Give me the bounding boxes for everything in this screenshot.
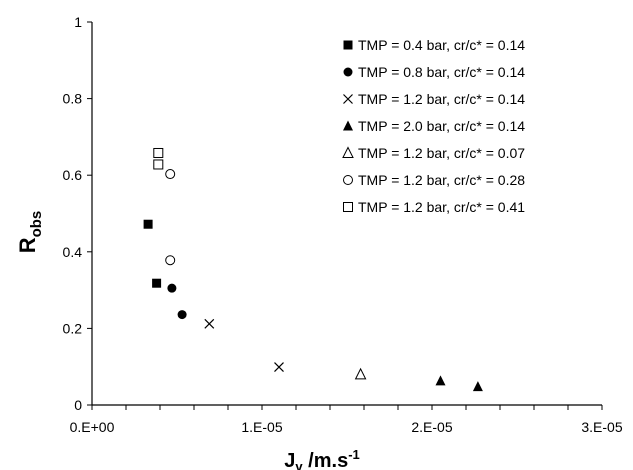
y-tick-label: 0.6 xyxy=(63,167,83,183)
y-axis-title-sub: obs xyxy=(28,211,45,238)
legend-marker-7 xyxy=(343,202,353,212)
chart-ticks: 0 0.2 0.4 0.6 0.8 1 0.E+00 1.E-05 2.E-05 3.E-05 xyxy=(63,14,623,435)
data-point-s4-p2 xyxy=(472,381,483,392)
data-point-s2-p2 xyxy=(177,310,187,320)
y-tick-label: 0 xyxy=(74,397,82,413)
legend-label-1: TMP = 0.4 bar, cr/c* = 0.14 xyxy=(358,37,525,53)
legend-marker-2 xyxy=(343,67,353,77)
chart-legend: TMP = 0.4 bar, cr/c* = 0.14 TMP = 0.8 bar… xyxy=(342,37,525,215)
legend-marker-4 xyxy=(343,120,353,131)
legend-label-6: TMP = 1.2 bar, cr/c* = 0.28 xyxy=(358,172,525,188)
data-point-s1-p1 xyxy=(143,219,153,229)
x-axis-title-main: J xyxy=(284,450,295,470)
x-tick-label: 0.E+00 xyxy=(70,419,115,435)
y-tick-label: 1 xyxy=(74,14,82,30)
legend-label-5: TMP = 1.2 bar, cr/c* = 0.07 xyxy=(358,145,525,161)
y-tick-label: 0.4 xyxy=(63,244,83,260)
legend-label-3: TMP = 1.2 bar, cr/c* = 0.14 xyxy=(358,91,525,107)
legend-label-2: TMP = 0.8 bar, cr/c* = 0.14 xyxy=(358,64,525,80)
data-point-s6-p2 xyxy=(165,255,176,266)
data-point-s3-p2 xyxy=(274,362,284,373)
legend-marker-5 xyxy=(342,146,354,158)
legend-marker-1 xyxy=(343,40,353,50)
data-point-s7-p1 xyxy=(153,147,164,158)
chart-points xyxy=(143,147,483,392)
x-axis-title-sup: -1 xyxy=(348,447,360,462)
y-axis-title: Robs xyxy=(15,211,45,254)
x-axis-title-rest: /m.s xyxy=(303,450,349,470)
y-tick-label: 0.2 xyxy=(63,320,83,336)
x-tick-label: 3.E-05 xyxy=(581,419,622,435)
legend-label-4: TMP = 2.0 bar, cr/c* = 0.14 xyxy=(358,118,525,134)
data-point-s4-p1 xyxy=(435,375,446,386)
y-tick-label: 0.8 xyxy=(63,91,83,107)
data-point-s6-p1 xyxy=(165,169,176,180)
data-point-s3-p1 xyxy=(204,318,215,329)
y-axis-title-main: R xyxy=(15,237,40,253)
legend-marker-6 xyxy=(343,175,353,185)
chart-axes xyxy=(91,22,602,406)
data-point-s2-p1 xyxy=(167,283,177,293)
data-point-s1-p2 xyxy=(152,278,162,288)
data-point-s7-p2 xyxy=(153,159,164,170)
x-tick-label: 2.E-05 xyxy=(411,419,452,435)
x-axis-title: Jv /m.s-1 xyxy=(284,447,360,470)
legend-marker-3 xyxy=(343,94,353,104)
data-point-s5-p1 xyxy=(354,367,367,380)
legend-label-7: TMP = 1.2 bar, cr/c* = 0.41 xyxy=(358,199,525,215)
x-tick-label: 1.E-05 xyxy=(241,419,282,435)
x-axis-title-sub: v xyxy=(295,459,303,470)
